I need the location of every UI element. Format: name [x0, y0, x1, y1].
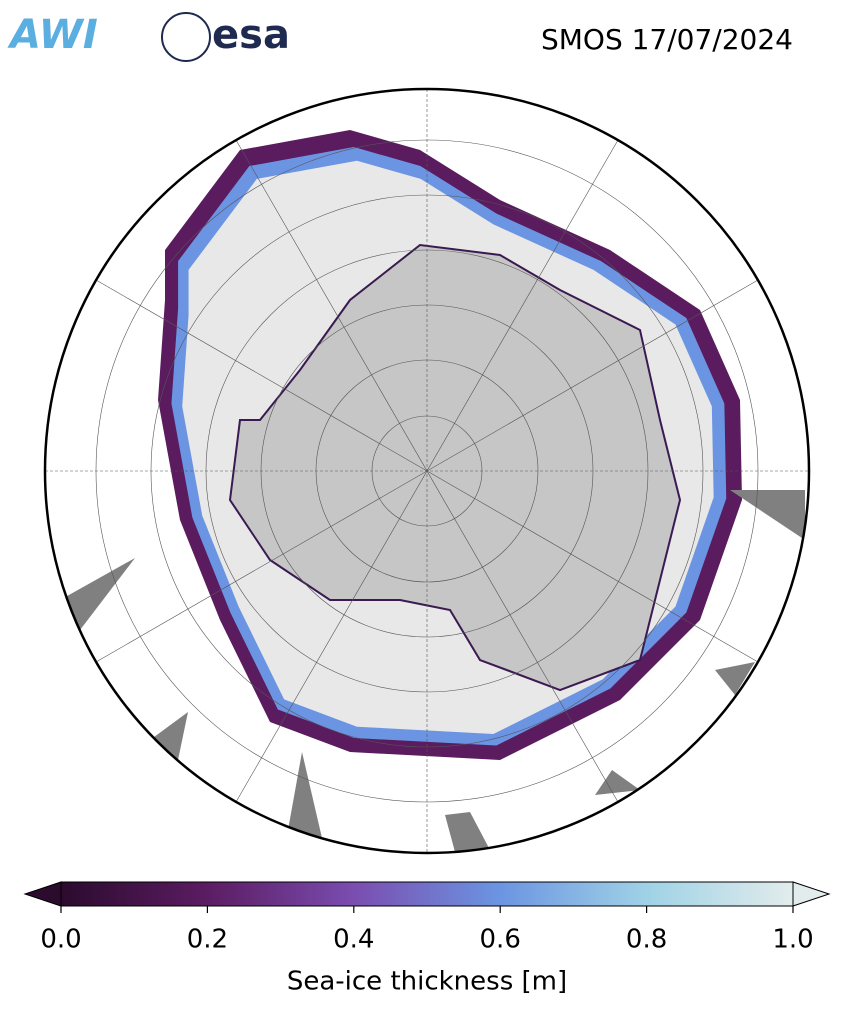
esa-logo-mark — [161, 12, 211, 62]
graticule — [45, 89, 809, 853]
colorbar — [60, 881, 794, 907]
colorbar-extend-low — [23, 881, 62, 907]
awi-logo: AWI — [7, 12, 98, 58]
colorbar-ticks: 0.0 0.2 0.4 0.6 0.8 1.0 — [40, 906, 814, 955]
land — [595, 770, 640, 795]
colorbar-extend-high — [792, 881, 831, 907]
antarctica — [228, 243, 682, 692]
map-frame — [43, 87, 811, 855]
tick-label: 0.2 — [187, 925, 228, 955]
land — [60, 558, 135, 630]
land — [445, 812, 490, 852]
land — [730, 490, 805, 540]
land — [288, 752, 322, 838]
tick-label: 1.0 — [772, 925, 813, 955]
colorbar-label: Sea-ice thickness [m] — [287, 967, 567, 997]
tick-label: 0.0 — [40, 925, 81, 955]
map — [45, 89, 809, 853]
tick-label: 0.4 — [333, 925, 374, 955]
esa-logo: esa — [212, 12, 290, 58]
tick-label: 0.8 — [626, 925, 667, 955]
map-title: SMOS 17/07/2024 — [541, 23, 793, 56]
tick-label: 0.6 — [480, 925, 521, 955]
land — [715, 662, 755, 695]
land — [150, 712, 188, 760]
